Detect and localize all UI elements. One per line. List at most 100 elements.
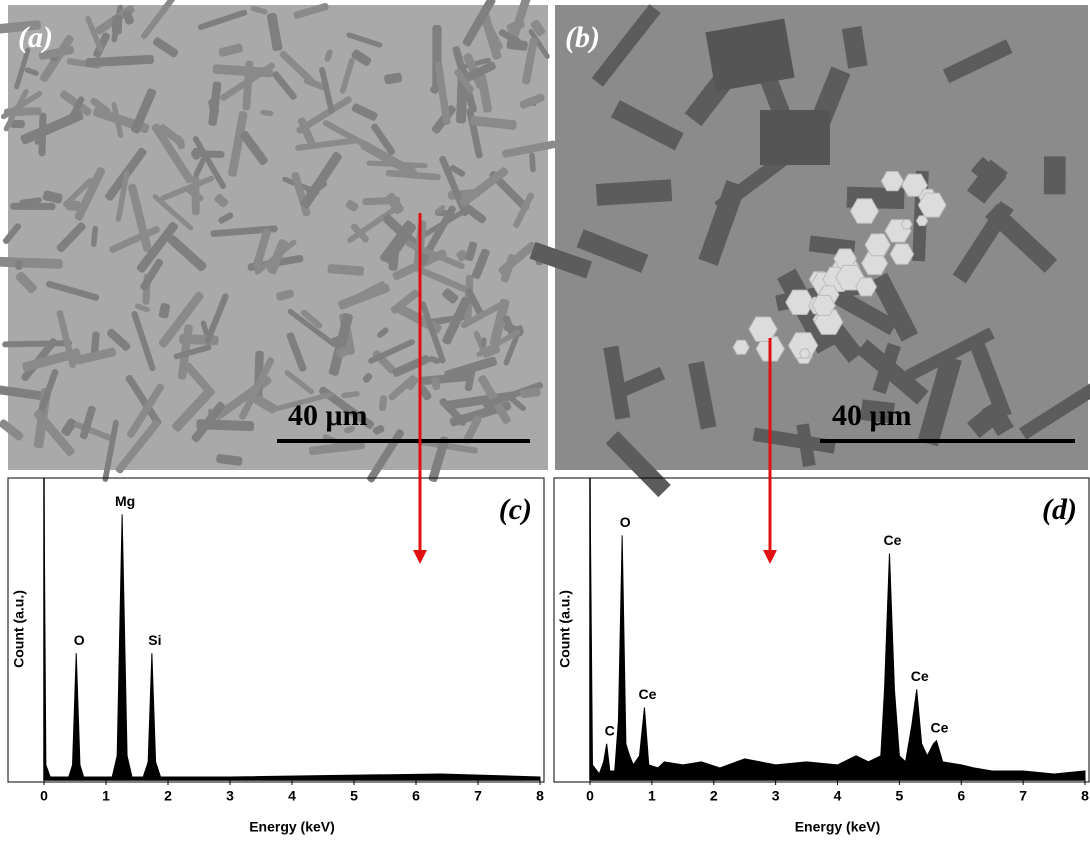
peak-label: C bbox=[605, 722, 615, 738]
x-tick-label: 4 bbox=[834, 788, 842, 804]
panel-label: (a) bbox=[18, 21, 53, 54]
sem-grain bbox=[15, 259, 23, 270]
sem-grain bbox=[481, 337, 487, 348]
sem-grain bbox=[2, 223, 22, 244]
sem-grain bbox=[481, 343, 501, 358]
sem-grain bbox=[530, 19, 546, 37]
sem-grain bbox=[595, 179, 673, 206]
sem-grain bbox=[152, 37, 179, 58]
sem-grain bbox=[115, 419, 161, 474]
scale-bar-label: 40 μm bbox=[832, 399, 912, 432]
sem-grain bbox=[479, 9, 502, 60]
sem-grain bbox=[167, 235, 207, 272]
sem-grain bbox=[151, 123, 194, 184]
sem-grain bbox=[466, 107, 483, 159]
sem-grain bbox=[327, 264, 365, 276]
sem-grain bbox=[296, 96, 352, 134]
sem-grain bbox=[378, 395, 388, 412]
x-tick-label: 7 bbox=[474, 788, 482, 804]
sem-grain bbox=[74, 167, 106, 221]
sem-grain bbox=[942, 39, 1013, 84]
sem-image-a bbox=[0, 0, 557, 483]
sem-grain bbox=[328, 313, 353, 376]
sem-grain bbox=[459, 200, 487, 224]
sem-grain bbox=[460, 300, 507, 329]
sem-grain bbox=[0, 383, 44, 400]
sem-grain bbox=[372, 424, 385, 435]
sem-grain bbox=[204, 293, 229, 344]
sem-grain bbox=[61, 418, 77, 437]
peak-label: Ce bbox=[884, 532, 902, 548]
sem-grain bbox=[250, 5, 268, 15]
sem-grain bbox=[140, 258, 164, 291]
sem-grain bbox=[428, 436, 450, 483]
x-tick-label: 4 bbox=[288, 788, 296, 804]
scale-bar-label: 40 μm bbox=[288, 399, 368, 432]
sem-particle bbox=[787, 332, 819, 359]
sem-grain bbox=[820, 282, 898, 336]
sem-grain bbox=[442, 296, 471, 345]
sem-grain bbox=[404, 375, 419, 391]
sem-grain bbox=[416, 266, 468, 293]
sem-grain bbox=[1043, 156, 1066, 195]
sem-grain bbox=[197, 9, 248, 31]
sem-grain bbox=[214, 193, 229, 208]
sem-grain bbox=[500, 254, 516, 283]
sem-grain bbox=[131, 311, 156, 372]
sem-grain bbox=[489, 298, 510, 347]
sem-grain bbox=[10, 119, 25, 129]
sem-grain bbox=[465, 241, 478, 262]
sem-grain bbox=[351, 49, 372, 67]
sem-grain bbox=[109, 226, 160, 253]
sem-grain bbox=[506, 19, 525, 34]
sem-grain bbox=[192, 147, 200, 160]
sem-grain bbox=[252, 228, 271, 269]
sem-grain bbox=[870, 272, 919, 342]
sem-grain bbox=[860, 399, 895, 424]
sem-grain bbox=[220, 62, 275, 101]
sem-grain bbox=[519, 387, 541, 399]
sem-grain bbox=[350, 223, 369, 243]
peak-label: Si bbox=[148, 632, 161, 648]
panel-label: (b) bbox=[565, 21, 600, 54]
sem-grain bbox=[344, 425, 356, 434]
sem-grain bbox=[37, 368, 59, 417]
sem-grain bbox=[140, 0, 179, 40]
sem-grain bbox=[270, 391, 334, 413]
sem-grain bbox=[218, 43, 243, 57]
sem-grain bbox=[435, 204, 446, 214]
sem-grain bbox=[79, 405, 96, 440]
sem-grain bbox=[38, 45, 75, 60]
sem-grain bbox=[952, 201, 1014, 284]
sem-grain bbox=[319, 67, 335, 114]
sem-grain bbox=[33, 409, 75, 457]
sem-grain bbox=[152, 194, 194, 231]
x-tick-label: 3 bbox=[772, 788, 780, 804]
sem-grain bbox=[184, 362, 215, 397]
peak-label: Ce bbox=[638, 686, 656, 702]
sem-grain bbox=[471, 248, 490, 279]
sem-grain bbox=[465, 287, 485, 319]
sem-grain bbox=[158, 303, 171, 319]
sem-grain bbox=[449, 165, 466, 177]
sem-grain bbox=[279, 50, 315, 85]
sem-grain bbox=[254, 395, 277, 414]
sem-particle bbox=[849, 198, 880, 224]
arrow bbox=[413, 213, 427, 564]
sem-grain bbox=[200, 320, 209, 336]
y-axis-title: Count (a.u.) bbox=[11, 590, 27, 668]
sem-grain bbox=[65, 200, 81, 211]
sem-grain bbox=[431, 376, 441, 391]
sem-grain bbox=[519, 93, 545, 109]
sem-grain bbox=[286, 332, 307, 372]
sem-grain bbox=[90, 97, 111, 115]
sem-grain bbox=[318, 386, 375, 429]
sem-grain bbox=[529, 241, 592, 279]
sem-grain bbox=[158, 291, 204, 348]
arrow bbox=[763, 338, 777, 564]
sem-grain bbox=[459, 167, 509, 207]
sem-grain bbox=[260, 109, 274, 117]
sem-grain bbox=[705, 18, 795, 92]
sem-particle bbox=[785, 289, 815, 315]
sem-grain bbox=[210, 225, 278, 238]
